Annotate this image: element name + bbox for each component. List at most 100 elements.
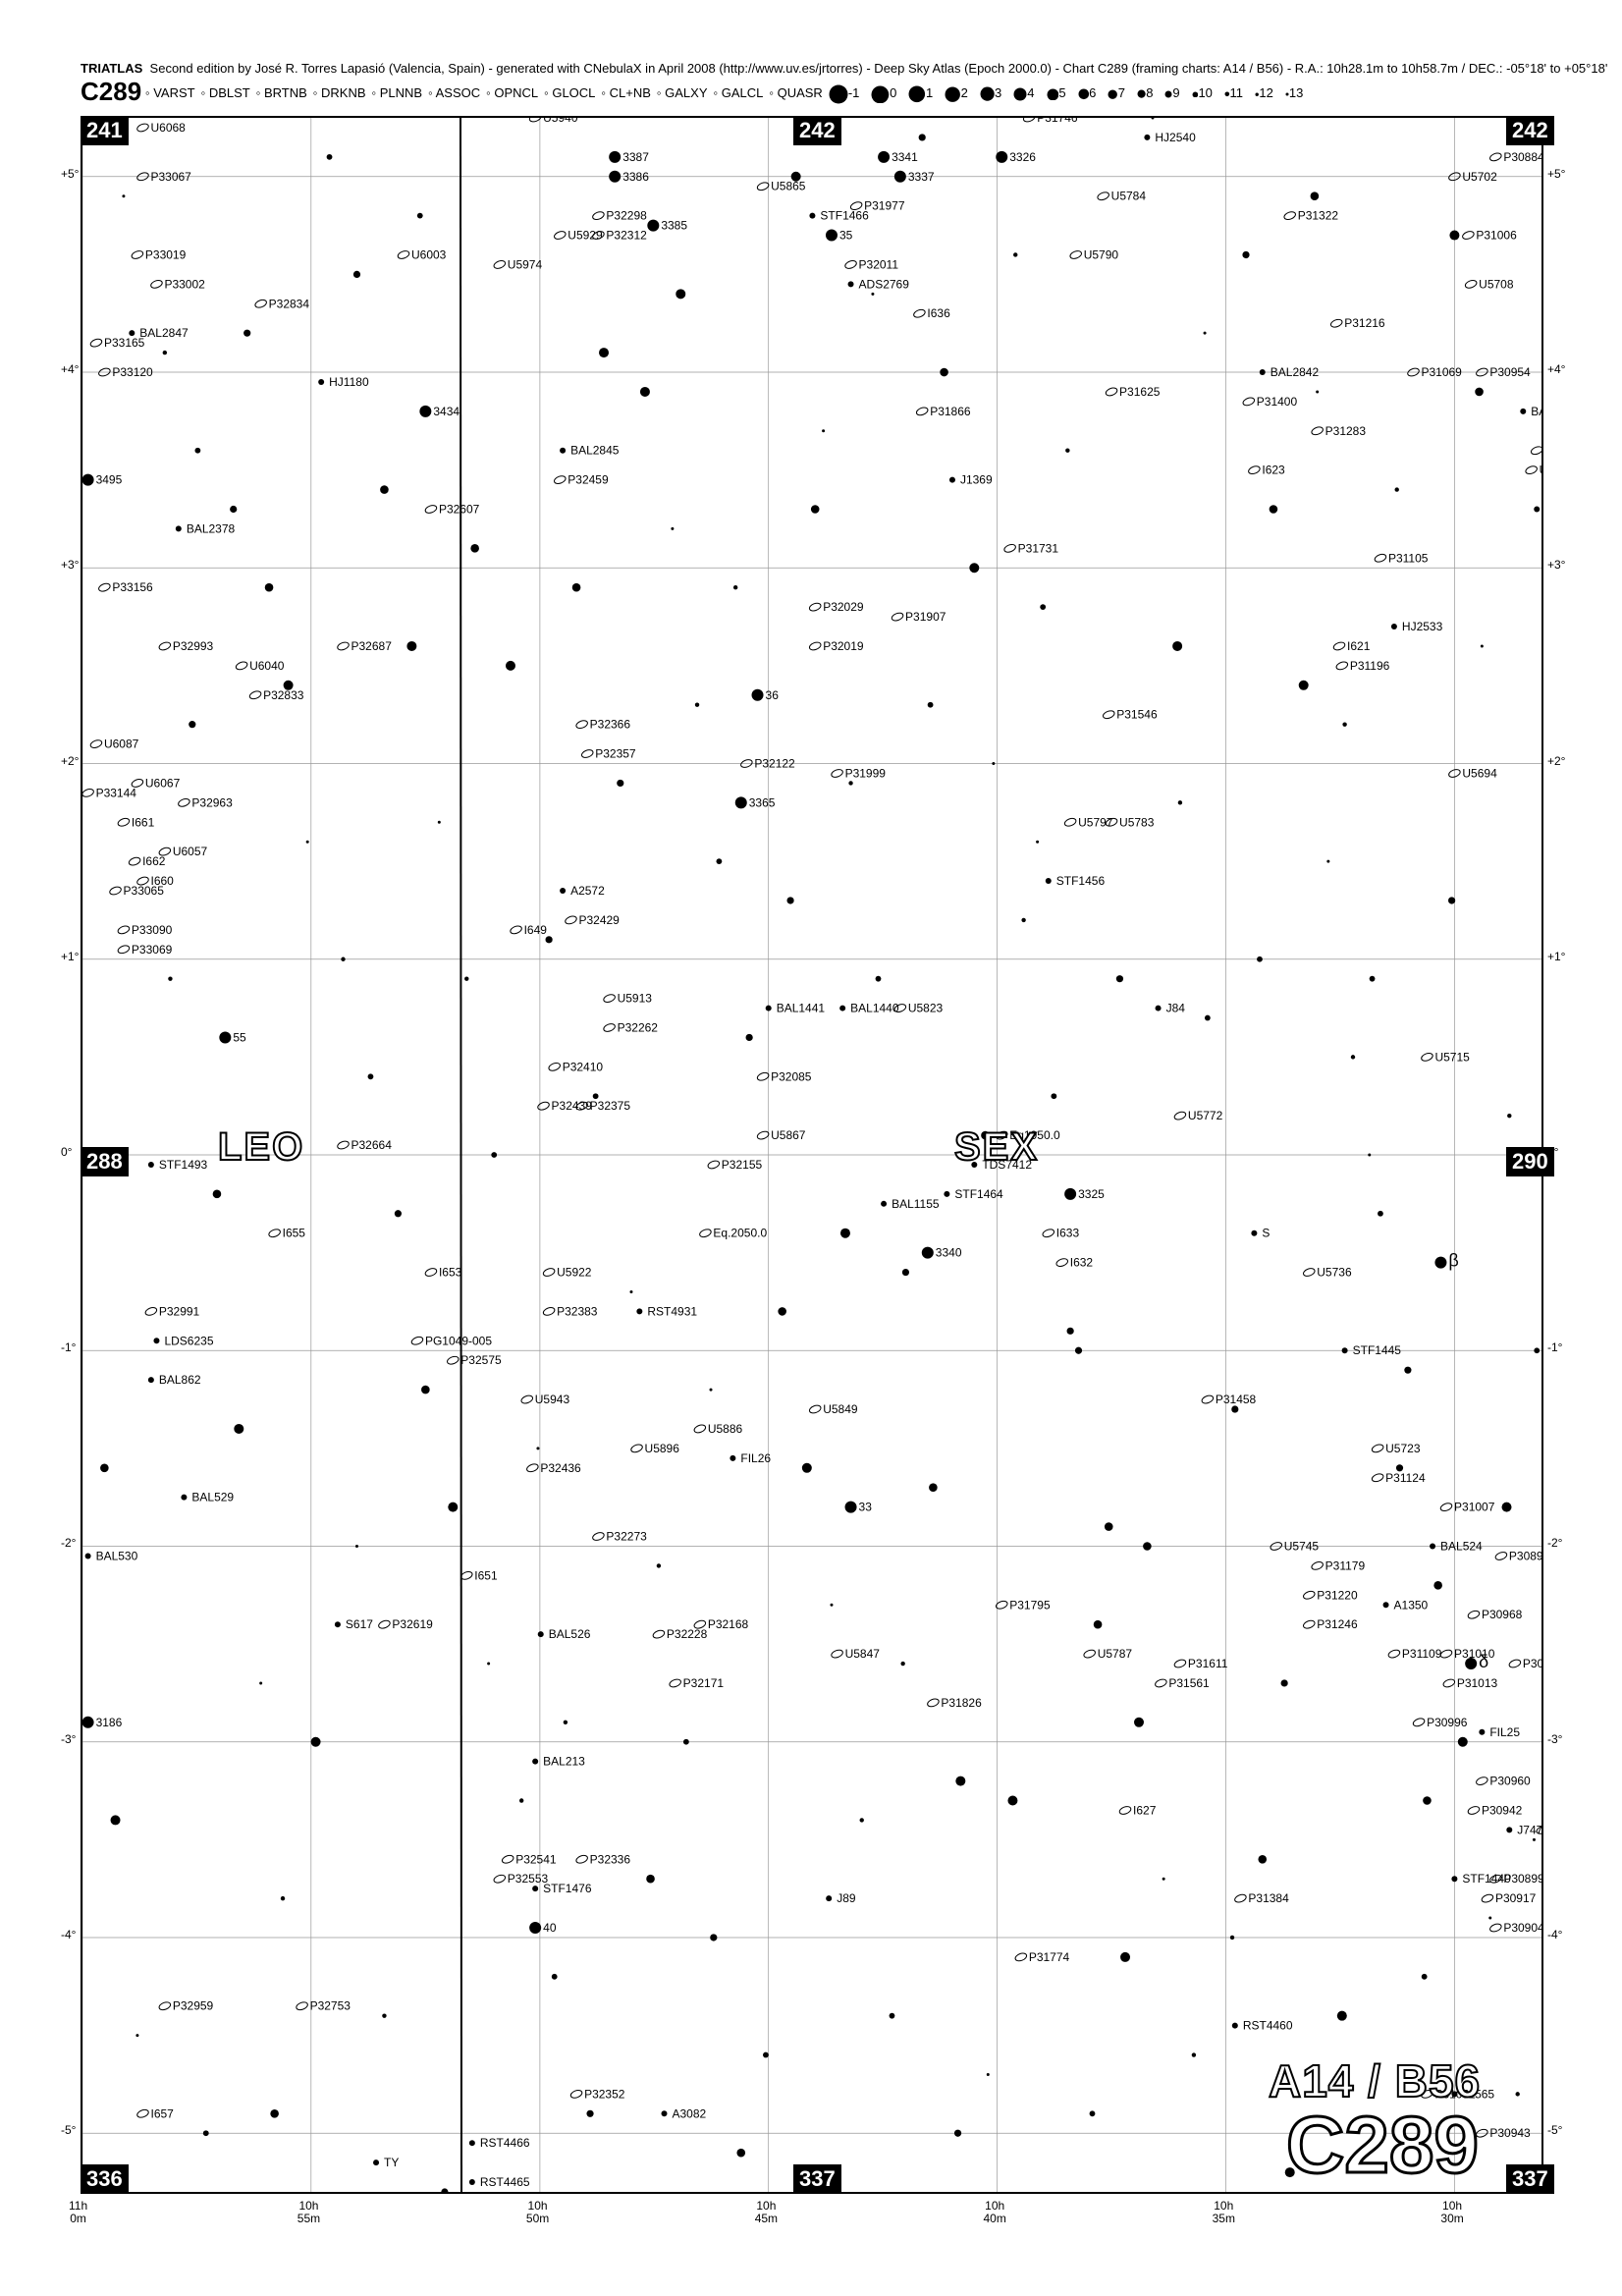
object-star bbox=[129, 330, 135, 337]
corner-top-mid[interactable]: 242 bbox=[793, 116, 841, 145]
dec-label-left: -1° bbox=[61, 1340, 77, 1355]
object-label: U5943 bbox=[535, 1393, 570, 1406]
object-star bbox=[636, 1308, 643, 1315]
corner-mid-left[interactable]: 288 bbox=[81, 1147, 129, 1176]
corner-bottom-right[interactable]: 337 bbox=[1506, 2164, 1554, 2194]
object-star bbox=[1155, 1005, 1162, 1011]
object-label: STF1445 bbox=[1353, 1343, 1402, 1357]
object-label: P31069 bbox=[1421, 365, 1462, 379]
legend-magnitude: 3 bbox=[980, 85, 1007, 102]
star-map[interactable]: U6049P32900P32886P328123423U6068P33067U5… bbox=[82, 118, 1541, 2192]
object-galaxy bbox=[1481, 1893, 1494, 1903]
object-label: P31010 bbox=[1454, 1647, 1495, 1661]
object-galaxy bbox=[1063, 817, 1077, 827]
corner-top-right[interactable]: 242 bbox=[1506, 116, 1554, 145]
star bbox=[1007, 1795, 1018, 1806]
object-label: P31322 bbox=[1298, 209, 1339, 223]
credit-line: TRIATLAS Second edition by José R. Torre… bbox=[81, 61, 1607, 76]
object-galaxy bbox=[592, 1532, 605, 1541]
star bbox=[341, 957, 346, 961]
legend-magnitude-label: 7 bbox=[1117, 85, 1125, 101]
star bbox=[656, 1563, 662, 1568]
star bbox=[1257, 956, 1263, 962]
ra-hours: 10h bbox=[298, 2199, 319, 2213]
object-label: U6068 bbox=[150, 121, 186, 135]
object-galaxy bbox=[98, 367, 111, 377]
star bbox=[981, 1130, 990, 1140]
corner-mid-right[interactable]: 290 bbox=[1506, 1147, 1554, 1176]
corner-bottom-mid[interactable]: 337 bbox=[793, 2164, 841, 2194]
object-label: P31220 bbox=[1317, 1588, 1358, 1602]
object-star bbox=[532, 1758, 539, 1765]
dec-label-left: +3° bbox=[61, 558, 80, 573]
object-label: U5677 bbox=[1540, 464, 1541, 477]
object-label: U5784 bbox=[1111, 190, 1147, 203]
object-galaxy bbox=[424, 505, 438, 514]
corner-top-left[interactable]: 241 bbox=[81, 116, 129, 145]
object-label: U5745 bbox=[1284, 1539, 1320, 1553]
star bbox=[732, 584, 738, 590]
star bbox=[682, 1738, 689, 1745]
object-galaxy bbox=[1412, 1718, 1426, 1727]
object-galaxy bbox=[1270, 1542, 1283, 1551]
dec-label-right: -2° bbox=[1547, 1536, 1563, 1551]
legend-item: ◦ BRTNB bbox=[255, 85, 307, 101]
legend-item: ◦ GALCL bbox=[713, 85, 764, 101]
dec-label-left: -3° bbox=[61, 1731, 77, 1746]
object-galaxy bbox=[117, 945, 131, 955]
object-star bbox=[844, 1501, 857, 1513]
legend-magnitude-label: 12 bbox=[1259, 85, 1273, 101]
object-label: BAL2845 bbox=[570, 444, 620, 458]
star bbox=[464, 976, 469, 981]
legend-magnitude: 0 bbox=[871, 85, 902, 103]
star bbox=[1310, 191, 1320, 200]
star bbox=[671, 526, 675, 530]
star bbox=[1433, 1581, 1442, 1590]
object-star bbox=[1451, 1876, 1458, 1883]
object-label: U5708 bbox=[1479, 277, 1514, 291]
object-label: U5896 bbox=[645, 1442, 680, 1455]
object-label: I655 bbox=[283, 1227, 306, 1240]
object-galaxy bbox=[1014, 1952, 1028, 1962]
chart-header: TRIATLAS Second edition by José R. Torre… bbox=[81, 61, 1607, 76]
object-galaxy bbox=[520, 1394, 534, 1404]
legend-item: ◦ GALXY bbox=[656, 85, 708, 101]
object-label: FIL26 bbox=[740, 1451, 771, 1465]
object-star bbox=[1045, 878, 1052, 885]
legend-item: ◦ QUASR bbox=[769, 85, 823, 101]
star bbox=[900, 1661, 905, 1667]
object-star bbox=[1434, 1256, 1447, 1269]
dec-label-right: -5° bbox=[1547, 2123, 1563, 2138]
object-star bbox=[825, 229, 838, 242]
corner-bottom-left[interactable]: 336 bbox=[81, 2164, 129, 2194]
dec-label-right: -3° bbox=[1547, 1731, 1563, 1746]
object-galaxy bbox=[1311, 426, 1324, 436]
star bbox=[230, 505, 238, 514]
object-label: P33065 bbox=[124, 884, 165, 898]
star bbox=[243, 329, 251, 337]
dec-label-left: +2° bbox=[61, 753, 80, 768]
object-galaxy bbox=[592, 211, 605, 220]
object-galaxy bbox=[1069, 250, 1082, 259]
object-star bbox=[334, 1621, 341, 1628]
object-label: P31866 bbox=[930, 405, 971, 418]
object-label: P32664 bbox=[351, 1138, 393, 1152]
object-label: P30917 bbox=[1495, 1891, 1537, 1905]
object-galaxy bbox=[136, 2108, 149, 2118]
star bbox=[280, 1895, 286, 1901]
star bbox=[305, 840, 309, 844]
star bbox=[437, 820, 441, 824]
star bbox=[1204, 1014, 1211, 1021]
object-star bbox=[1430, 1543, 1436, 1550]
star bbox=[1051, 1093, 1057, 1100]
star bbox=[1115, 975, 1124, 983]
object-star bbox=[996, 150, 1008, 163]
object-label: RST4931 bbox=[647, 1304, 697, 1318]
object-galaxy bbox=[1332, 641, 1346, 651]
star bbox=[202, 2130, 209, 2137]
legend-magnitude-label: 6 bbox=[1089, 85, 1097, 101]
star bbox=[1269, 505, 1278, 514]
star bbox=[505, 660, 515, 671]
ra-label: 10h 45m bbox=[755, 2200, 778, 2225]
footer-chart-code: C289 bbox=[1284, 2100, 1480, 2192]
